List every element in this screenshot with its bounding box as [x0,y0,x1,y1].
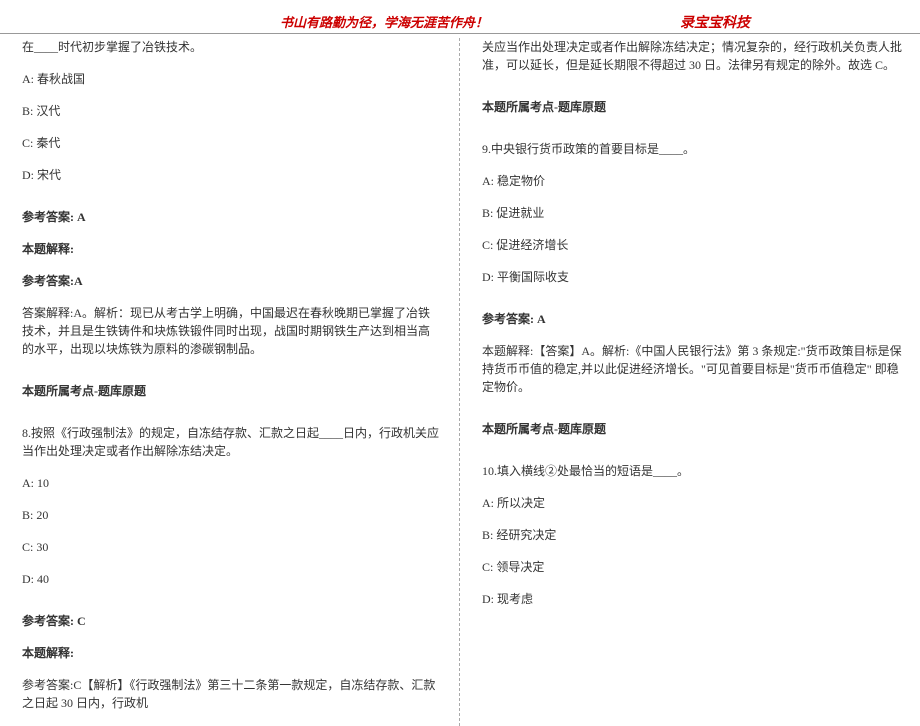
columns-wrapper: 在____时代初步掌握了冶铁技术。 A: 春秋战国 B: 汉代 C: 秦代 D:… [0,38,920,726]
q8-explanation-part2: 关应当作出处理决定或者作出解除冻结决定；情况复杂的，经行政机关负责人批准，可以延… [482,38,902,74]
q7-explain-label: 本题解释: [22,240,441,258]
q10-option-c: C: 领导决定 [482,558,902,576]
q9-option-a: A: 稳定物价 [482,172,902,190]
q10-option-d: D: 现考虑 [482,590,902,608]
left-column: 在____时代初步掌握了冶铁技术。 A: 春秋战国 B: 汉代 C: 秦代 D:… [0,38,460,726]
q10-stem: 10.填入横线②处最恰当的短语是____。 [482,462,902,480]
q8-option-d: D: 40 [22,570,441,588]
q8-option-c: C: 30 [22,538,441,556]
q10-option-b: B: 经研究决定 [482,526,902,544]
q8-topic: 本题所属考点-题库原题 [482,98,902,116]
q7-explanation: 答案解释:A。解析：现已从考古学上明确，中国最迟在春秋晚期已掌握了冶铁技术，并且… [22,304,441,358]
q8-explain-label: 本题解释: [22,644,441,662]
q9-option-b: B: 促进就业 [482,204,902,222]
q7-answer-label: 参考答案: A [22,208,441,226]
q8-explanation-part1: 参考答案:C【解析】《行政强制法》第三十二条第一款规定，自冻结存款、汇款之日起 … [22,676,441,712]
q8-answer-label: 参考答案: C [22,612,441,630]
q8-stem: 8.按照《行政强制法》的规定，自冻结存款、汇款之日起____日内，行政机关应当作… [22,424,441,460]
q8-option-a: A: 10 [22,474,441,492]
q10-option-a: A: 所以决定 [482,494,902,512]
q7-option-a: A: 春秋战国 [22,70,441,88]
header-motto: 书山有路勤为径，学海无涯苦作舟！ [280,12,488,31]
q9-topic: 本题所属考点-题库原题 [482,420,902,438]
right-column: 关应当作出处理决定或者作出解除冻结决定；情况复杂的，经行政机关负责人批准，可以延… [460,38,920,726]
q8-option-b: B: 20 [22,506,441,524]
q9-explanation: 本题解释:【答案】A。解析:《中国人民银行法》第 3 条规定:"货币政策目标是保… [482,342,902,396]
q9-answer-label: 参考答案: A [482,310,902,328]
q7-option-d: D: 宋代 [22,166,441,184]
header-brand: 录宝宝科技 [680,12,750,32]
q7-answer-dup: 参考答案:A [22,272,441,290]
q7-topic: 本题所属考点-题库原题 [22,382,441,400]
q7-option-b: B: 汉代 [22,102,441,120]
q7-option-c: C: 秦代 [22,134,441,152]
q9-stem: 9.中央银行货币政策的首要目标是____。 [482,140,902,158]
page-header: 书山有路勤为径，学海无涯苦作舟！ 录宝宝科技 [0,12,920,34]
q9-option-d: D: 平衡国际收支 [482,268,902,286]
q7-stem: 在____时代初步掌握了冶铁技术。 [22,38,441,56]
q9-option-c: C: 促进经济增长 [482,236,902,254]
